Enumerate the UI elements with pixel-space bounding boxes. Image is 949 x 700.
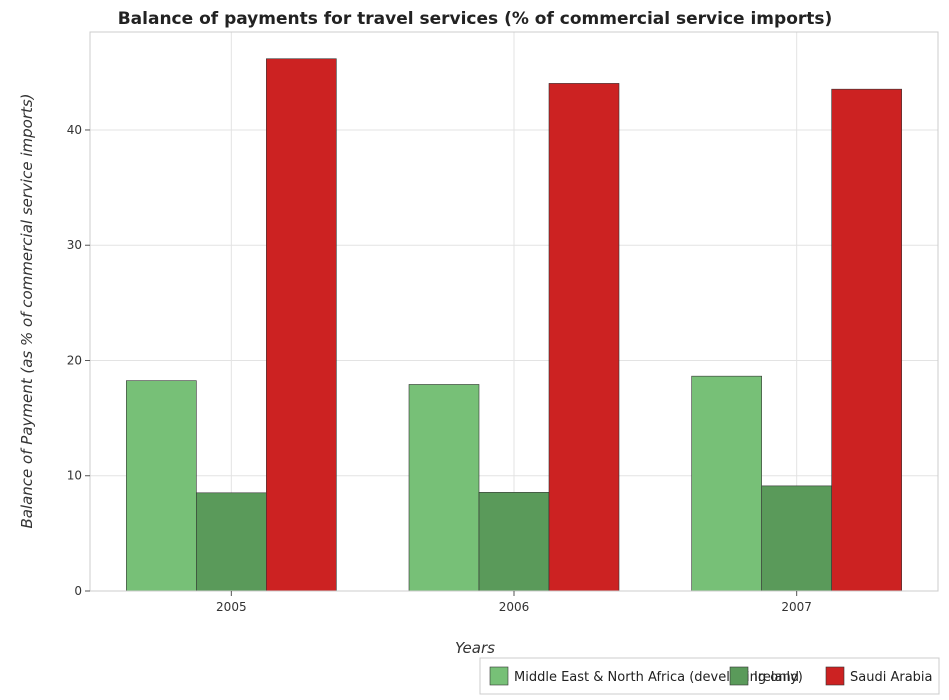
chart-title: Balance of payments for travel services … xyxy=(118,9,833,29)
legend: Middle East & North Africa (developing o… xyxy=(479,657,940,695)
legend-swatch xyxy=(825,666,845,686)
y-tick-label: 10 xyxy=(67,469,82,483)
legend-swatch xyxy=(489,666,509,686)
bar xyxy=(831,88,902,592)
grid xyxy=(90,32,938,592)
bars xyxy=(126,58,902,592)
bar xyxy=(478,492,550,592)
y-tick-label: 40 xyxy=(67,123,82,137)
x-tick-label: 2005 xyxy=(216,600,247,614)
bar xyxy=(548,83,620,592)
bar xyxy=(761,485,832,592)
y-axis-label: Balance of Payment (as % of commercial s… xyxy=(18,93,36,528)
bar xyxy=(266,58,337,592)
x-tick-label: 2006 xyxy=(499,600,530,614)
legend-label: Saudi Arabia xyxy=(850,670,933,685)
x-axis-label: Years xyxy=(455,639,495,657)
y-tick-label: 0 xyxy=(74,584,82,598)
bar xyxy=(408,384,480,592)
bar xyxy=(196,492,267,592)
bar xyxy=(126,380,197,592)
legend-label: Ireland xyxy=(754,670,799,685)
legend-swatch xyxy=(729,666,749,686)
y-tick-label: 20 xyxy=(67,353,82,367)
bar xyxy=(691,375,762,592)
tick-labels: 0 10 20 30 40 2005 2006 2007 xyxy=(67,123,812,614)
x-tick-label: 2007 xyxy=(781,600,812,614)
legend-box xyxy=(479,657,940,695)
y-tick-label: 30 xyxy=(67,238,82,252)
